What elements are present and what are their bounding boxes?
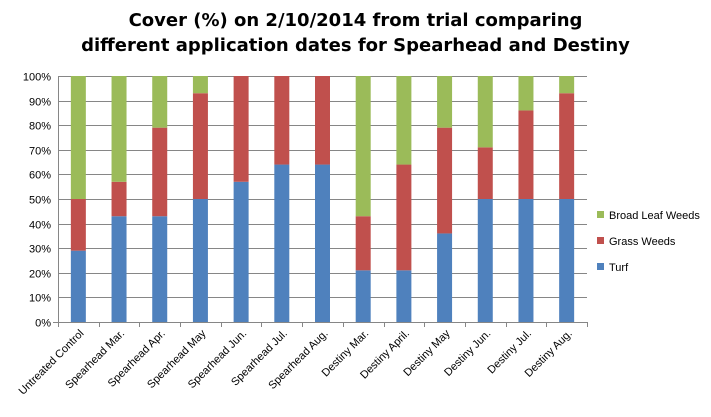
bar-segment [152, 127, 168, 217]
legend-swatch [597, 211, 604, 218]
y-tick-label: 100% [23, 72, 51, 84]
bar-segment [396, 270, 412, 322]
y-tick-label: 60% [29, 170, 51, 182]
legend-label: Grass Weeds [609, 236, 676, 248]
bar-segment [70, 199, 86, 251]
bar-segment [437, 76, 453, 128]
bar-segment [152, 76, 168, 128]
bar-segment [192, 76, 208, 94]
bar-segment [111, 181, 127, 217]
bar-segment [274, 164, 290, 322]
bar-segment [233, 76, 249, 182]
legend-label: Turf [609, 262, 629, 274]
bar-segment [111, 216, 127, 322]
y-tick-label: 30% [29, 244, 51, 256]
legend-swatch [597, 237, 604, 244]
y-tick-label: 0% [35, 318, 51, 330]
bar-segment [192, 199, 208, 322]
bar-segment [477, 199, 493, 322]
y-tick-label: 40% [29, 220, 51, 232]
chart-title: Cover (%) on 2/10/2014 from trial compar… [0, 8, 711, 58]
y-tick-label: 80% [29, 121, 51, 133]
y-tick-label: 70% [29, 146, 51, 158]
y-tick-label: 20% [29, 269, 51, 281]
bar-segment [396, 76, 412, 165]
bar-segment [518, 199, 534, 322]
bar-segment [477, 147, 493, 199]
bar-segment [315, 76, 330, 165]
bar-segment [518, 76, 534, 111]
bar-segment [518, 110, 534, 199]
bar-segment [111, 76, 127, 182]
chart-title-line-2: different application dates for Spearhea… [81, 35, 630, 56]
bar-segment [559, 199, 575, 322]
bar-segment [70, 76, 86, 199]
bar-segment [315, 164, 330, 322]
y-tick-label: 90% [29, 97, 51, 109]
legend-swatch [597, 263, 604, 270]
bar-segment [437, 127, 453, 234]
bar-segment [559, 93, 575, 199]
y-tick-label: 10% [29, 293, 51, 305]
bar-segment [70, 250, 86, 322]
legend-label: Broad Leaf Weeds [609, 210, 700, 222]
bar-segment [233, 181, 249, 322]
bar-segment [437, 233, 453, 322]
bar-segment [396, 164, 412, 271]
bar-segment [355, 270, 371, 322]
bar-segment [355, 76, 371, 217]
bar-segment [152, 216, 168, 322]
bar-segment [355, 216, 371, 271]
y-tick-label: 50% [29, 195, 51, 207]
bar-segment [477, 76, 493, 148]
chart-title-line-1: Cover (%) on 2/10/2014 from trial compar… [128, 10, 583, 31]
bar-segment [274, 76, 290, 165]
bar-segment [559, 76, 575, 94]
bar-segment [192, 93, 208, 199]
